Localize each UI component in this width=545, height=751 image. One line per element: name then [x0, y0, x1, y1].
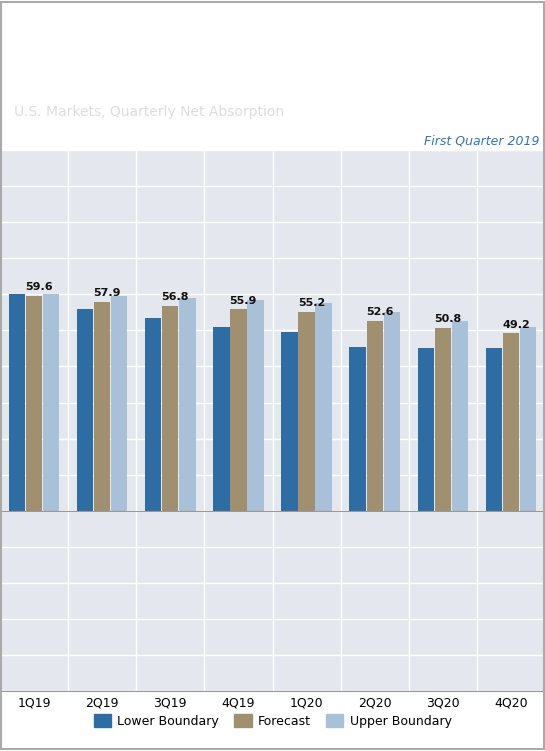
Text: 56.8: 56.8 — [161, 292, 189, 303]
Bar — [299, 312, 315, 511]
Text: 57.9: 57.9 — [93, 288, 121, 298]
Text: First Quarter 2019: First Quarter 2019 — [424, 134, 540, 147]
Bar — [213, 327, 229, 511]
Bar — [349, 347, 366, 511]
Bar — [417, 348, 434, 511]
Bar — [111, 296, 128, 511]
Bar — [281, 332, 298, 511]
Bar — [520, 327, 536, 511]
Text: 50.8: 50.8 — [434, 314, 461, 324]
Bar — [366, 321, 383, 511]
Legend: Lower Boundary, Forecast, Upper Boundary: Lower Boundary, Forecast, Upper Boundary — [88, 709, 457, 733]
Bar — [247, 300, 264, 511]
Bar — [43, 294, 59, 511]
Bar — [452, 321, 468, 511]
Text: The NAIOP Industrial Space Demand Forecast: The NAIOP Industrial Space Demand Foreca… — [14, 30, 496, 49]
Bar — [94, 302, 111, 511]
Bar — [179, 298, 196, 511]
Text: with 70% Confidence Intervals: with 70% Confidence Intervals — [14, 68, 336, 86]
Text: U.S. Markets, Quarterly Net Absorption: U.S. Markets, Quarterly Net Absorption — [14, 105, 284, 119]
Bar — [316, 303, 332, 511]
Bar — [77, 309, 93, 511]
Bar — [162, 306, 179, 511]
Text: 55.9: 55.9 — [229, 296, 257, 306]
Bar — [384, 312, 400, 511]
Bar — [435, 327, 451, 511]
Bar — [9, 294, 25, 511]
Text: 59.6: 59.6 — [25, 282, 53, 292]
Bar — [502, 333, 519, 511]
Text: 49.2: 49.2 — [502, 320, 530, 330]
Bar — [145, 318, 161, 511]
Bar — [26, 296, 43, 511]
Bar — [486, 348, 502, 511]
Bar — [230, 309, 247, 511]
Text: TABLE 1: TABLE 1 — [14, 8, 60, 17]
Text: 55.2: 55.2 — [298, 298, 325, 308]
Text: 52.6: 52.6 — [366, 307, 393, 318]
